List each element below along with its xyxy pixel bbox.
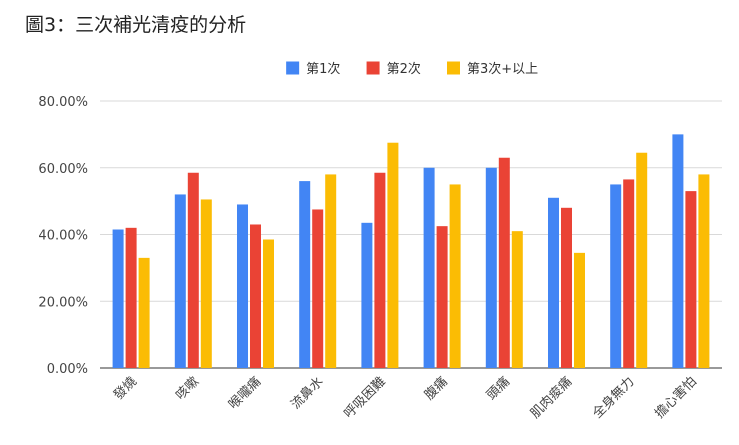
bar — [200, 199, 212, 368]
y-tick-label: 60.00% — [38, 162, 88, 177]
legend-label: 第1次 — [306, 61, 340, 77]
bar — [125, 227, 137, 368]
bar — [574, 252, 585, 368]
y-axis-ticks: 0.00% 20.00% 40.00% 60.00% 80.00% — [38, 95, 88, 377]
legend: 第1次 第2次 第3次+以上 — [286, 61, 538, 77]
bar — [636, 152, 648, 368]
x-axis-labels: 發燒 咳嗽 喉嚨痛 流鼻水 呼吸困難 腹痛 頭痛 肌肉痠痛 全身無力 擔心害怕 — [111, 374, 700, 422]
x-tick-label: 咳嗽 — [173, 374, 202, 403]
bar — [325, 174, 337, 368]
bars — [112, 134, 710, 368]
bar — [436, 226, 448, 368]
x-tick-label: 腹痛 — [421, 374, 451, 404]
x-tick-label: 喉嚨痛 — [225, 374, 264, 413]
bar — [138, 257, 150, 368]
bar — [361, 222, 373, 368]
bar — [237, 204, 248, 368]
bar — [187, 172, 199, 368]
bar — [174, 194, 186, 368]
bar — [112, 229, 124, 368]
x-tick-label: 發燒 — [111, 374, 140, 403]
bar — [387, 142, 399, 368]
bar — [561, 207, 572, 368]
legend-swatch — [447, 61, 460, 75]
bar — [672, 134, 684, 368]
legend-label: 第3次+以上 — [467, 61, 538, 77]
bar — [263, 239, 274, 368]
x-tick-label: 擔心害怕 — [652, 374, 700, 422]
bar — [299, 181, 311, 368]
bar — [423, 167, 435, 368]
x-tick-label: 全身無力 — [589, 374, 637, 422]
bar — [610, 184, 622, 368]
bar — [685, 191, 697, 368]
y-tick-label: 20.00% — [38, 295, 88, 310]
bar — [548, 197, 559, 368]
chart-title: 圖3：三次補光清疫的分析 — [25, 14, 247, 36]
y-tick-label: 40.00% — [38, 229, 88, 244]
x-tick-label: 肌肉痠痛 — [527, 374, 575, 422]
x-tick-label: 流鼻水 — [288, 374, 327, 413]
bar — [312, 209, 324, 368]
bar — [374, 172, 386, 368]
legend-label: 第2次 — [387, 61, 421, 77]
legend-swatch — [366, 61, 380, 75]
bar — [250, 224, 261, 368]
x-tick-label: 呼吸困難 — [341, 374, 388, 421]
bar — [485, 167, 497, 368]
legend-swatch — [286, 61, 300, 75]
y-tick-label: 80.00% — [38, 95, 88, 110]
bar — [511, 231, 523, 368]
bar — [498, 157, 510, 368]
x-tick-label: 頭痛 — [483, 374, 513, 404]
bar — [623, 179, 635, 368]
bar — [698, 174, 710, 368]
y-tick-label: 0.00% — [47, 362, 88, 377]
bar — [449, 184, 461, 368]
